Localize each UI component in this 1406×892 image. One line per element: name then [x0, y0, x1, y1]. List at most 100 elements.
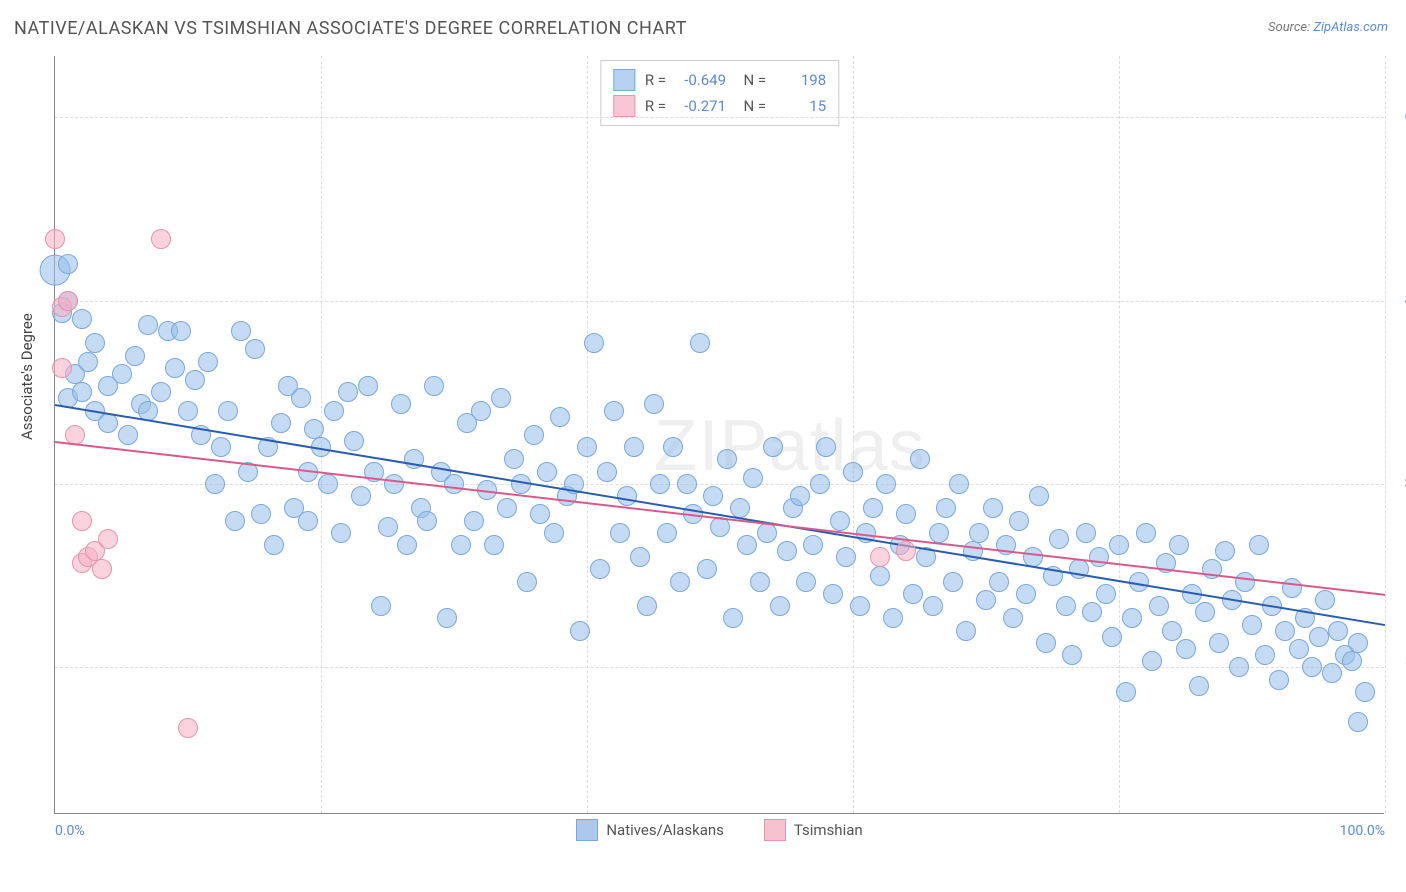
gridline-horizontal	[55, 667, 1384, 668]
scatter-point	[58, 291, 78, 311]
scatter-point	[72, 511, 92, 531]
scatter-point	[1142, 651, 1162, 671]
scatter-point	[903, 584, 923, 604]
scatter-point	[1275, 621, 1295, 641]
scatter-point	[870, 547, 890, 567]
y-axis-label: Associate's Degree	[18, 313, 36, 440]
scatter-point	[304, 419, 324, 439]
scatter-point	[151, 382, 171, 402]
scatter-point	[251, 504, 271, 524]
scatter-point	[537, 462, 557, 482]
scatter-point	[231, 321, 251, 341]
scatter-point	[670, 572, 690, 592]
scatter-point	[949, 474, 969, 494]
scatter-point	[371, 596, 391, 616]
scatter-point	[171, 321, 191, 341]
n-value: 15	[776, 97, 826, 115]
scatter-point	[391, 394, 411, 414]
scatter-point	[570, 621, 590, 641]
scatter-point	[717, 449, 737, 469]
scatter-point	[624, 437, 644, 457]
scatter-point	[1242, 615, 1262, 635]
scatter-point	[610, 523, 630, 543]
source-label: Source:	[1268, 20, 1313, 35]
scatter-point	[830, 511, 850, 531]
scatter-point	[590, 559, 610, 579]
scatter-point	[777, 541, 797, 561]
scatter-point	[1169, 535, 1189, 555]
scatter-point	[471, 401, 491, 421]
scatter-point	[118, 425, 138, 445]
scatter-point	[1009, 511, 1029, 531]
scatter-point	[178, 401, 198, 421]
scatter-point	[1348, 712, 1368, 732]
scatter-point	[1189, 676, 1209, 696]
scatter-point	[437, 608, 457, 628]
scatter-point	[1315, 590, 1335, 610]
scatter-point	[577, 437, 597, 457]
scatter-point	[205, 474, 225, 494]
legend-swatch	[764, 819, 786, 841]
n-label: N =	[736, 97, 766, 115]
scatter-point	[836, 547, 856, 567]
gridline-horizontal	[55, 301, 1384, 302]
scatter-point	[896, 504, 916, 524]
r-value: -0.271	[676, 97, 726, 115]
scatter-point	[1209, 633, 1229, 653]
scatter-point	[524, 425, 544, 445]
scatter-point	[943, 572, 963, 592]
scatter-point	[910, 449, 930, 469]
scatter-point	[936, 498, 956, 518]
scatter-point	[264, 535, 284, 555]
scatter-point	[896, 541, 916, 561]
scatter-point	[1076, 523, 1096, 543]
scatter-point	[1215, 541, 1235, 561]
scatter-point	[318, 474, 338, 494]
scatter-point	[178, 718, 198, 738]
scatter-point	[185, 370, 205, 390]
scatter-point	[112, 364, 132, 384]
scatter-point	[211, 437, 231, 457]
scatter-point	[863, 498, 883, 518]
scatter-point	[1136, 523, 1156, 543]
r-label: R =	[645, 97, 666, 115]
scatter-point	[1122, 608, 1142, 628]
scatter-point	[138, 315, 158, 335]
scatter-point	[198, 352, 218, 372]
scatter-point	[870, 566, 890, 586]
scatter-point	[1229, 657, 1249, 677]
scatter-point	[384, 474, 404, 494]
scatter-point	[810, 474, 830, 494]
scatter-point	[1149, 596, 1169, 616]
source-link[interactable]: ZipAtlas.com	[1313, 20, 1388, 35]
r-value: -0.649	[676, 71, 726, 89]
y-tick-label: 60.0%	[1392, 109, 1406, 125]
scatter-point	[1109, 535, 1129, 555]
scatter-point	[976, 590, 996, 610]
gridline-vertical	[587, 56, 588, 813]
scatter-point	[497, 498, 517, 518]
scatter-point	[331, 523, 351, 543]
scatter-point	[324, 401, 344, 421]
legend-swatch	[576, 819, 598, 841]
scatter-point	[597, 462, 617, 482]
scatter-point	[45, 229, 65, 249]
scatter-point	[803, 535, 823, 555]
scatter-point	[245, 339, 265, 359]
scatter-point	[1116, 682, 1136, 702]
scatter-point	[298, 511, 318, 531]
r-label: R =	[645, 71, 666, 89]
scatter-point	[358, 376, 378, 396]
scatter-point	[1096, 584, 1116, 604]
scatter-point	[650, 474, 670, 494]
scatter-point	[1289, 639, 1309, 659]
scatter-point	[72, 382, 92, 402]
scatter-point	[796, 572, 816, 592]
gridline-vertical	[853, 56, 854, 813]
scatter-point	[424, 376, 444, 396]
stats-row: R = -0.649 N = 198	[613, 67, 826, 93]
scatter-point	[344, 431, 364, 451]
scatter-point	[1089, 547, 1109, 567]
scatter-point	[1328, 621, 1348, 641]
scatter-point	[1049, 529, 1069, 549]
